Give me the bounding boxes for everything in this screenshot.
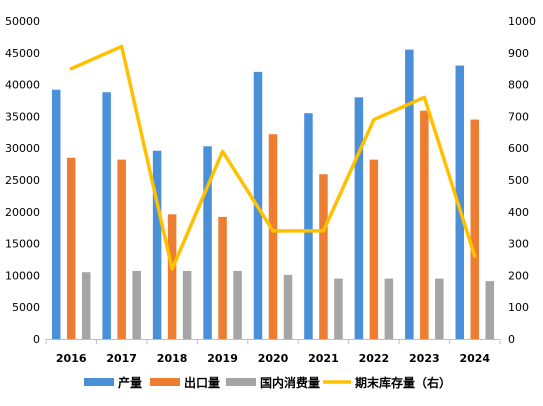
axes-layer: 0500010000150002000025000300003500040000… xyxy=(5,15,536,365)
legend: 产量 出口量 国内消费量 期末库存量（右） xyxy=(84,375,451,390)
legend-swatch-0 xyxy=(84,378,114,386)
y-left-tick-label: 10000 xyxy=(5,269,40,282)
y-left-tick-label: 45000 xyxy=(5,47,40,60)
line-series-3 xyxy=(69,44,477,271)
bar-series-0-2022 xyxy=(354,97,364,339)
y-right-tick-label: 1000 xyxy=(508,15,536,28)
bar-series-1-2017 xyxy=(117,159,126,339)
legend-label-2: 国内消费量 xyxy=(260,375,320,390)
y-right-tick-label: 300 xyxy=(508,238,529,251)
bar-series-2-2021 xyxy=(334,278,343,339)
y-left-tick-label: 30000 xyxy=(5,142,40,155)
bar-series-2-2018 xyxy=(182,270,192,339)
y-left-tick-label: 20000 xyxy=(5,206,40,219)
y-right-tick-label: 200 xyxy=(508,269,529,282)
bar-series-1-2024 xyxy=(470,119,480,339)
bars-layer xyxy=(51,49,495,340)
y-left-tick-label: 25000 xyxy=(5,174,40,187)
y-left-tick-label: 40000 xyxy=(5,79,40,92)
bar-series-2-2024 xyxy=(485,281,495,339)
y-right-tick-label: 400 xyxy=(508,206,529,219)
y-left-tick-label: 50000 xyxy=(5,15,40,28)
bar-series-1-2022 xyxy=(369,159,379,339)
legend-label-0: 产量 xyxy=(118,375,142,390)
y-left-tick-label: 35000 xyxy=(5,110,40,123)
legend-label-1: 出口量 xyxy=(184,375,220,390)
y-right-tick-label: 900 xyxy=(508,47,529,60)
x-tick-label: 2017 xyxy=(106,352,137,365)
y-right-tick-label: 100 xyxy=(508,301,529,314)
bar-series-2-2022 xyxy=(384,278,394,339)
x-tick-label: 2022 xyxy=(359,352,390,365)
x-tick-label: 2021 xyxy=(308,352,339,365)
y-right-tick-label: 600 xyxy=(508,142,529,155)
bar-series-0-2023 xyxy=(405,49,414,340)
x-tick-label: 2018 xyxy=(157,352,188,365)
bar-series-2-2016 xyxy=(81,272,91,339)
legend-swatch-2 xyxy=(226,378,256,386)
legend-swatch-1 xyxy=(150,378,180,386)
bar-series-0-2019 xyxy=(203,146,212,339)
bar-series-0-2024 xyxy=(455,65,465,340)
y-left-tick-label: 0 xyxy=(33,333,40,346)
bar-series-0-2017 xyxy=(102,92,111,340)
bar-series-1-2020 xyxy=(268,134,278,339)
x-tick-label: 2016 xyxy=(56,352,87,365)
bar-series-2-2017 xyxy=(132,270,141,339)
bar-series-1-2018 xyxy=(167,214,177,339)
line-layer xyxy=(69,44,477,271)
bar-series-0-2021 xyxy=(304,113,313,339)
x-tick-label: 2023 xyxy=(409,352,440,365)
bar-series-1-2016 xyxy=(66,157,76,339)
bar-series-1-2021 xyxy=(319,174,328,339)
y-right-tick-label: 800 xyxy=(508,79,529,92)
bar-series-1-2019 xyxy=(218,216,227,339)
bar-series-2-2020 xyxy=(283,274,293,339)
bar-series-2-2019 xyxy=(233,270,242,339)
bar-series-2-2023 xyxy=(435,278,444,339)
y-right-tick-label: 700 xyxy=(508,110,529,123)
y-left-tick-label: 15000 xyxy=(5,238,40,251)
bar-series-0-2016 xyxy=(51,89,61,339)
bar-series-1-2023 xyxy=(420,110,429,340)
legend-label-3: 期末库存量（右） xyxy=(355,375,451,390)
y-right-tick-label: 500 xyxy=(508,174,529,187)
y-right-tick-label: 0 xyxy=(508,333,515,346)
x-tick-label: 2024 xyxy=(459,352,490,365)
x-tick-label: 2020 xyxy=(258,352,289,365)
bar-series-0-2018 xyxy=(152,150,162,339)
x-tick-label: 2019 xyxy=(207,352,238,365)
y-left-tick-label: 5000 xyxy=(12,301,40,314)
